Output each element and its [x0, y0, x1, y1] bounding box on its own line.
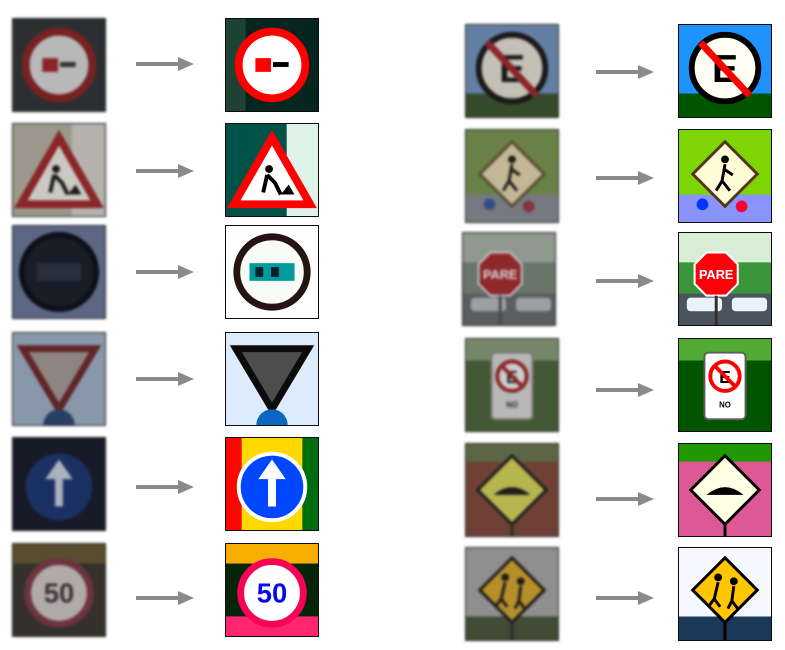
arrow-icon: [136, 480, 194, 494]
speed-limit-text: 50: [44, 578, 74, 609]
road-works-triangle-enhanced: [226, 124, 318, 216]
arrow-icon: [596, 274, 654, 288]
pair-9-enhanced-image: PARE: [678, 232, 772, 326]
pair-12-original-image: [465, 547, 559, 641]
pair-11-original-image: [465, 443, 559, 537]
arrow-icon: [596, 492, 654, 506]
pair-12-enhanced-image: [678, 547, 772, 641]
arrow-icon: [596, 65, 654, 79]
yield-triangle-original: [13, 333, 105, 425]
children-crossing-diamond-enhanced: [679, 548, 771, 640]
pare-stop-sign-enhanced: PARE: [679, 233, 771, 325]
speed-limit-50-original: 50: [13, 544, 105, 636]
pair-1-original-image: [12, 18, 106, 112]
pair-11-enhanced-image: [678, 443, 772, 537]
yield-triangle-enhanced: [226, 333, 318, 425]
arrow-icon: [136, 591, 194, 605]
arrow-icon: [596, 171, 654, 185]
pair-4-original-image: [12, 332, 106, 426]
pare-text: PARE: [483, 267, 517, 282]
speed-limit-50-enhanced: 50: [226, 544, 318, 636]
speed-limit-text: 50: [257, 578, 287, 609]
pedestrian-diamond-enhanced: [679, 130, 771, 222]
no-plate-text: NO: [719, 401, 731, 410]
arrow-icon: [136, 372, 194, 386]
ahead-only-arrow-enhanced: [226, 438, 318, 530]
no-parking-e-sign-enhanced: E: [679, 25, 771, 117]
pair-6-original-image: 50: [12, 543, 106, 637]
arrow-icon: [136, 57, 194, 71]
pair-7-original-image: E: [465, 24, 559, 118]
no-plate-text: NO: [506, 401, 518, 410]
no-parking-e-plate-original: E NO: [466, 339, 558, 431]
pare-text: PARE: [699, 267, 733, 282]
no-parking-e-plate-enhanced: E NO: [679, 339, 771, 431]
pair-5-original-image: [12, 437, 106, 531]
no-parking-small-sign-enhanced: [226, 19, 318, 111]
pair-3-original-image: [12, 225, 106, 319]
pedestrian-diamond-original: [466, 130, 558, 222]
arrow-icon: [596, 383, 654, 397]
pair-2-enhanced-image: [225, 123, 319, 217]
road-works-triangle-original: [13, 124, 105, 216]
pair-3-enhanced-image: [225, 225, 319, 319]
round-dark-sign-original: [13, 226, 105, 318]
pare-stop-sign-original: PARE: [463, 233, 555, 325]
bump-diamond-original: [466, 444, 558, 536]
pair-7-enhanced-image: E: [678, 24, 772, 118]
pair-2-original-image: [12, 123, 106, 217]
round-dark-sign-enhanced: [226, 226, 318, 318]
pair-8-enhanced-image: [678, 129, 772, 223]
pair-8-original-image: [465, 129, 559, 223]
no-parking-small-sign-original: [13, 19, 105, 111]
pair-10-original-image: E NO: [465, 338, 559, 432]
pair-9-original-image: PARE: [462, 232, 556, 326]
arrow-icon: [136, 265, 194, 279]
arrow-icon: [136, 164, 194, 178]
ahead-only-arrow-original: [13, 438, 105, 530]
no-parking-e-sign-original: E: [466, 25, 558, 117]
children-crossing-diamond-original: [466, 548, 558, 640]
arrow-icon: [596, 591, 654, 605]
pair-1-enhanced-image: [225, 18, 319, 112]
pair-10-enhanced-image: E NO: [678, 338, 772, 432]
bump-diamond-enhanced: [679, 444, 771, 536]
pair-4-enhanced-image: [225, 332, 319, 426]
pair-6-enhanced-image: 50: [225, 543, 319, 637]
pair-5-enhanced-image: [225, 437, 319, 531]
